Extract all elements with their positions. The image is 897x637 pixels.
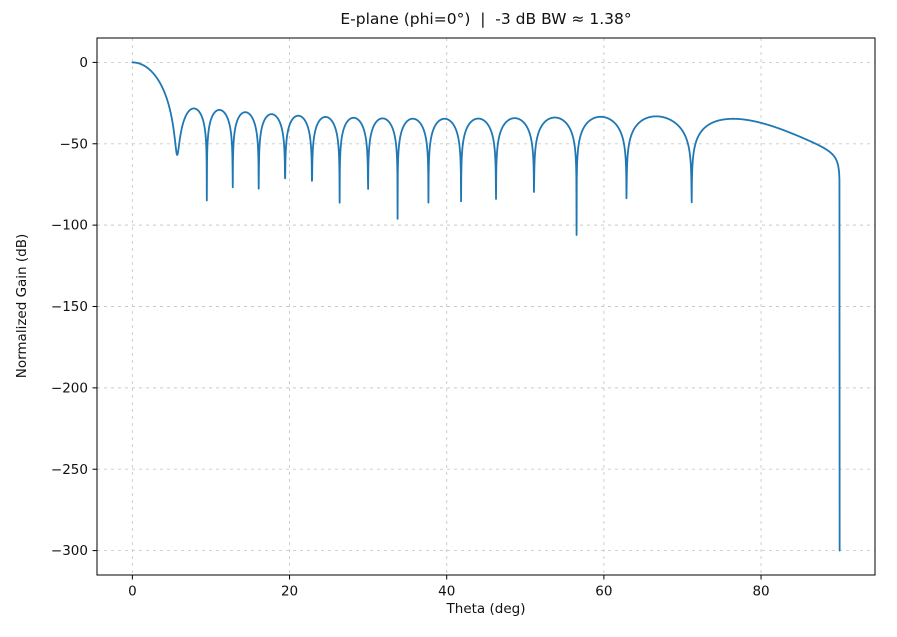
y-tick-label: −150 [51,299,88,315]
x-tick-label: 20 [281,584,298,600]
y-tick-label: −300 [51,543,88,559]
pattern-curve [131,61,841,552]
chart-title: E-plane (phi=0°) | -3 dB BW ≈ 1.38° [340,10,632,28]
y-tick-label: −200 [51,380,88,396]
x-axis-label: Theta (deg) [446,601,526,617]
y-tick-label: 0 [79,55,88,71]
x-tick-label: 40 [438,584,455,600]
x-tick-label: 60 [595,584,612,600]
y-tick-label: −250 [51,462,88,478]
x-tick-label: 0 [128,584,137,600]
y-tick-label: −50 [60,136,89,152]
axes-spines [96,37,876,576]
y-tick-label: −100 [51,218,88,234]
x-tick-label: 80 [752,584,769,600]
